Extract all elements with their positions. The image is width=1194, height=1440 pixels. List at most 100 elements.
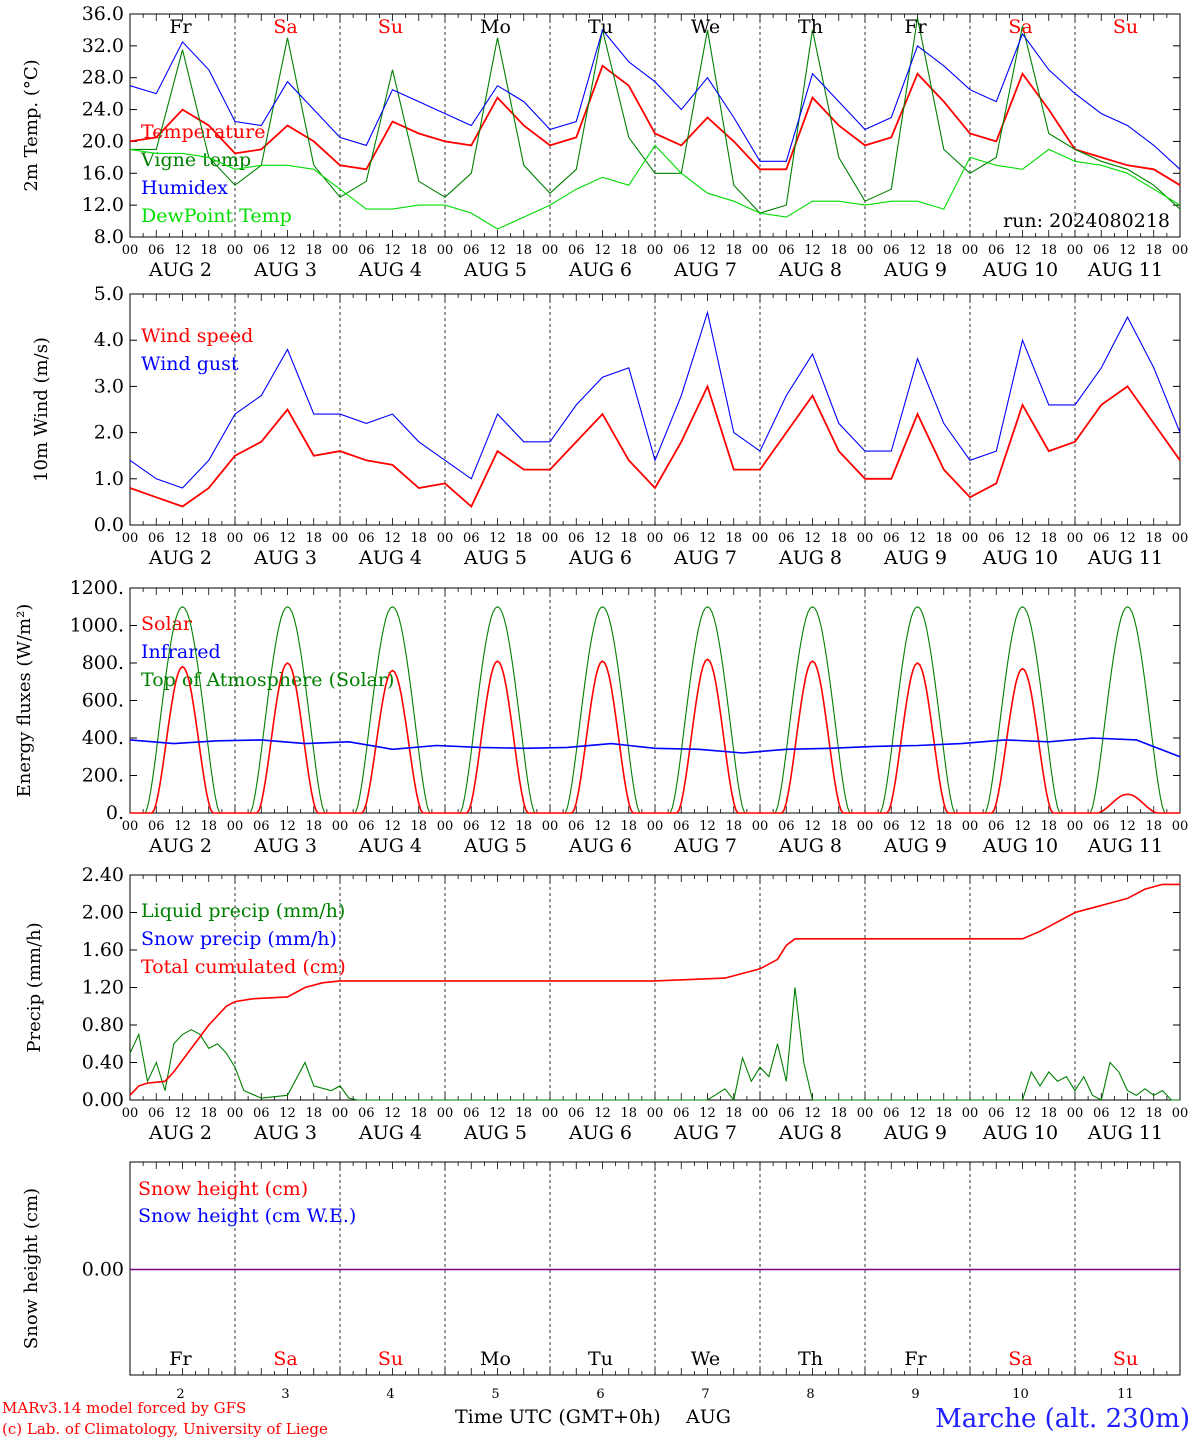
y-tick-label: 12.0: [82, 194, 124, 216]
date-label: AUG 11: [1087, 835, 1163, 857]
hour-tick-label: 00: [752, 531, 769, 546]
hour-tick-label: 12: [384, 1106, 401, 1121]
hour-tick-label: 00: [542, 531, 559, 546]
date-label: AUG 11: [1087, 1122, 1163, 1144]
plot-frame: [129, 587, 1181, 814]
day-name: Fr: [169, 16, 192, 38]
y-tick-label: 16.0: [82, 162, 124, 184]
y-tick-label: 3.0: [94, 375, 124, 397]
hour-tick-label: 18: [410, 819, 427, 834]
day-number: 4: [386, 1387, 394, 1402]
hour-tick-label: 06: [568, 819, 585, 834]
hour-tick-label: 06: [568, 531, 585, 546]
hour-tick-label: 18: [1040, 243, 1057, 258]
hour-tick-label: 18: [620, 531, 637, 546]
legend-vigne-temp: Vigne temp: [140, 149, 251, 171]
legend-solar: Solar: [141, 613, 193, 635]
hour-tick-label: 18: [515, 531, 532, 546]
hour-tick-label: 12: [699, 1106, 716, 1121]
hour-tick-label: 18: [935, 1106, 952, 1121]
hour-tick-label: 12: [384, 819, 401, 834]
day-name: Th: [798, 1348, 823, 1370]
legend-top-of-atmosphere-solar-: Top of Atmosphere (Solar): [141, 669, 394, 691]
hour-tick-label: 18: [1040, 819, 1057, 834]
date-label: AUG 2: [148, 259, 212, 281]
date-label: AUG 9: [883, 547, 947, 569]
series-line-solar: [130, 658, 1180, 814]
y-tick-label: 200.: [82, 765, 124, 787]
hour-tick-label: 00: [122, 1106, 139, 1121]
hour-tick-label: 18: [515, 243, 532, 258]
hour-tick-label: 00: [227, 1106, 244, 1121]
hour-tick-label: 00: [962, 1106, 979, 1121]
hour-tick-label: 00: [437, 531, 454, 546]
y-tick-label: 0.80: [82, 1014, 124, 1036]
date-label: AUG 3: [253, 835, 317, 857]
y-tick-label: 24.0: [82, 99, 124, 121]
hour-tick-label: 00: [857, 243, 874, 258]
hour-tick-label: 18: [200, 243, 217, 258]
panel-4: Precip (mm/h) 0.00 0.40 0.80 1.20 1.60 2.00 2.4…: [24, 864, 1188, 1144]
hour-tick-label: 00: [1067, 1106, 1084, 1121]
y-tick-label: 0.40: [82, 1052, 124, 1074]
x-axis-label: Time UTC (GMT+0h): [455, 1406, 661, 1428]
hour-tick-label: 00: [122, 531, 139, 546]
hour-tick-label: 12: [594, 819, 611, 834]
hour-tick-label: 06: [1093, 243, 1110, 258]
y-tick-label: 2.40: [82, 864, 124, 886]
hour-tick-label: 12: [489, 1106, 506, 1121]
hour-tick-label: 00: [647, 531, 664, 546]
hour-tick-label: 18: [410, 243, 427, 258]
legend-humidex: Humidex: [141, 177, 228, 199]
hour-tick-label: 12: [594, 1106, 611, 1121]
hour-tick-label: 00: [857, 1106, 874, 1121]
hour-tick-label: 18: [830, 819, 847, 834]
day-name: Su: [1113, 1348, 1138, 1370]
y-axis-label: 2m Temp. (°C): [21, 59, 42, 191]
hour-tick-label: 00: [1172, 243, 1189, 258]
y-tick-label: 5.0: [94, 283, 124, 305]
date-label: AUG 10: [982, 259, 1058, 281]
hour-tick-label: 06: [463, 531, 480, 546]
date-label: AUG 4: [358, 547, 422, 569]
hour-tick-label: 12: [174, 1106, 191, 1121]
lab-credit: (c) Lab. of Climatology, University of L…: [2, 1420, 328, 1438]
hour-tick-label: 12: [279, 243, 296, 258]
hour-tick-label: 06: [883, 1106, 900, 1121]
hour-tick-label: 18: [1145, 531, 1162, 546]
hour-tick-label: 12: [1119, 531, 1136, 546]
hour-tick-label: 06: [253, 243, 270, 258]
hour-tick-label: 06: [463, 1106, 480, 1121]
date-label: AUG 2: [148, 1122, 212, 1144]
hour-tick-label: 18: [305, 531, 322, 546]
hour-tick-label: 06: [253, 531, 270, 546]
hour-tick-label: 00: [647, 243, 664, 258]
date-label: AUG 11: [1087, 259, 1163, 281]
day-number: 2: [176, 1387, 184, 1402]
hour-tick-label: 18: [200, 819, 217, 834]
hour-tick-label: 18: [830, 1106, 847, 1121]
hour-tick-label: 00: [437, 243, 454, 258]
y-tick-label: 2.00: [82, 902, 124, 924]
y-tick-label: 1.0: [94, 468, 124, 490]
y-tick-label: 1.60: [82, 939, 124, 961]
hour-tick-label: 00: [752, 819, 769, 834]
series-line-temperature: [129, 64, 1181, 186]
legend-infrared: Infrared: [141, 641, 221, 663]
hour-tick-label: 00: [962, 531, 979, 546]
hour-tick-label: 06: [358, 531, 375, 546]
y-tick-label: 28.0: [82, 67, 124, 89]
hour-tick-label: 06: [673, 1106, 690, 1121]
hour-tick-label: 06: [463, 819, 480, 834]
date-label: AUG 4: [358, 835, 422, 857]
date-label: AUG 5: [463, 259, 527, 281]
series-line-dewpoint-temp: [129, 144, 1181, 230]
day-name: Mo: [480, 1348, 511, 1370]
hour-tick-label: 00: [227, 531, 244, 546]
hour-tick-label: 12: [1014, 243, 1031, 258]
hour-tick-label: 06: [883, 819, 900, 834]
hour-tick-label: 00: [752, 243, 769, 258]
hour-tick-label: 12: [909, 819, 926, 834]
hour-tick-label: 12: [384, 243, 401, 258]
